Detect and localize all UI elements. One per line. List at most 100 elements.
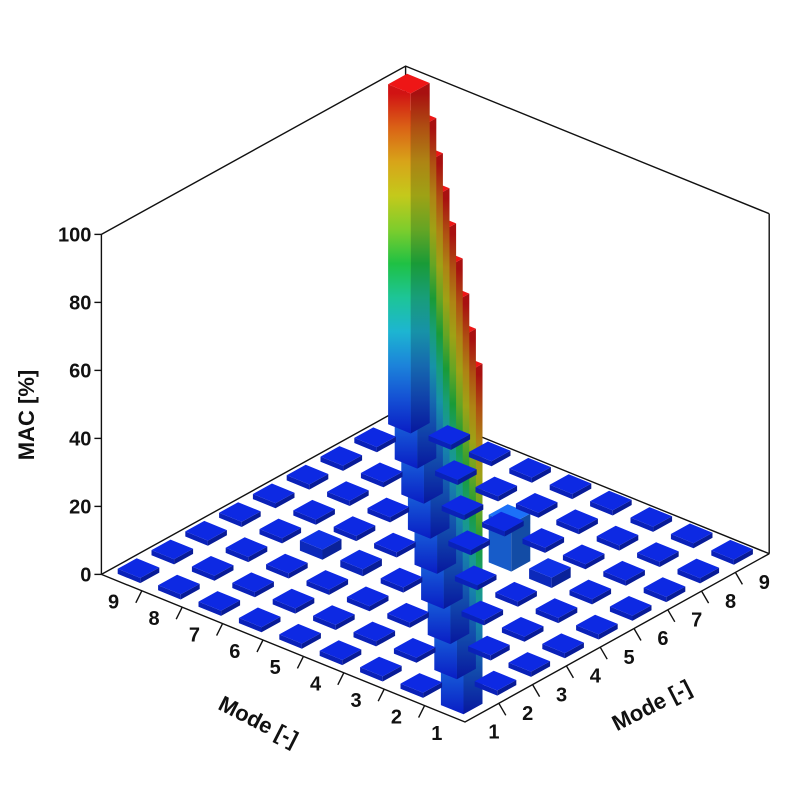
y-tick-label: 3 <box>556 684 567 706</box>
bar-x9-y8 <box>474 670 517 696</box>
bar-face-left <box>313 615 336 630</box>
bar-face-right <box>221 600 241 616</box>
bar-face-right <box>214 565 234 581</box>
z-axis-ticks: 0 20 40 60 80 100 <box>58 224 102 586</box>
bar-face-left <box>299 540 323 560</box>
bar-face-right <box>376 436 396 453</box>
bar-face-top <box>158 574 200 595</box>
bar-x4-y6 <box>340 549 382 577</box>
bar-face-top <box>448 530 490 551</box>
y-tick-mark <box>599 646 608 660</box>
bar-x6-y7 <box>387 602 429 628</box>
bar-face-left <box>428 435 452 450</box>
bar-face-left <box>556 519 579 535</box>
bar-face-top <box>549 474 592 494</box>
bar-face-left <box>320 456 344 471</box>
bar-x5-y1 <box>549 474 592 500</box>
bar-x5-y2 <box>515 493 558 518</box>
bar-face-top <box>191 556 234 576</box>
bar-x6-y2 <box>556 509 598 535</box>
bar-face-right <box>491 450 511 467</box>
bar-face-top <box>272 588 315 609</box>
bar-face-left <box>468 452 492 467</box>
bar-face-right <box>653 516 673 532</box>
x-tick-mark <box>296 656 305 669</box>
bar-face-top <box>354 427 396 448</box>
bar-x7-y4 <box>529 558 571 588</box>
bar-face-top <box>603 560 645 581</box>
bar-face-left <box>279 634 302 649</box>
bar-face-left <box>677 569 701 584</box>
bar-x1-y7 <box>185 520 227 546</box>
bar-x8-y6 <box>501 617 544 642</box>
bar-face-right <box>524 626 544 642</box>
bar-face-right <box>343 455 363 471</box>
bar-face-left <box>643 587 667 603</box>
bar-face-top <box>643 577 686 597</box>
bar-face-right <box>551 567 571 588</box>
bar-face-right <box>416 647 436 663</box>
bar-face-top <box>374 532 416 553</box>
bar-face-left <box>266 564 289 579</box>
bar-face-right <box>282 527 302 544</box>
bar-face-left <box>711 550 734 565</box>
bar-x7-y9 <box>360 656 402 682</box>
bar-face-top <box>286 464 329 485</box>
bar-face-top <box>428 425 471 445</box>
bar-face-top <box>327 481 369 501</box>
bar-face-top <box>556 509 598 530</box>
bar-face-right <box>309 474 329 490</box>
bar-x6-y9 <box>319 640 362 666</box>
bar-face-left <box>333 526 357 542</box>
bar-face-right <box>315 509 335 525</box>
bar-face-right <box>396 541 416 558</box>
bar-face-top <box>238 607 281 628</box>
bar-x5-y8 <box>313 605 355 630</box>
bar-x4-y8 <box>272 588 315 614</box>
bar-face-right <box>558 607 578 624</box>
bar-x5-y4 <box>448 530 490 556</box>
bar-face-right <box>409 612 429 628</box>
x-axis-ticks: 1 2 3 4 5 6 7 8 9 <box>108 590 442 745</box>
bar-x3-y1 <box>468 441 511 467</box>
bar-face-top <box>266 553 308 574</box>
bar-face-top <box>185 520 227 541</box>
bar-x4-y1 <box>509 457 551 483</box>
bar-face-top <box>637 542 679 562</box>
bar-face-right <box>700 567 720 584</box>
bar-face-left <box>191 566 215 581</box>
bar-x2-y5 <box>293 499 335 525</box>
bar-x3-y9 <box>198 591 241 616</box>
z-tick-label: 60 <box>69 360 91 382</box>
bar-face-right <box>659 551 679 567</box>
bar-x7-y6 <box>461 600 504 626</box>
bar-face-left <box>630 517 654 532</box>
bar-face-left <box>475 487 499 502</box>
bar-face-left <box>327 491 350 506</box>
bar-face-top <box>529 558 571 578</box>
chart-bars <box>117 73 753 715</box>
bar-face-top <box>259 518 302 539</box>
bar-face-left <box>367 508 391 523</box>
bar-face-right <box>585 553 605 570</box>
bar-x8-y7 <box>468 635 510 661</box>
bar-face-right <box>484 609 504 626</box>
x-tick-mark <box>417 705 426 718</box>
bar-face-right <box>625 570 645 586</box>
bar-face-top <box>630 507 673 527</box>
bar-face-right <box>295 598 315 614</box>
bar-x9-y7 <box>508 652 551 677</box>
bar-face-top <box>522 528 565 548</box>
bar-face-left <box>637 552 660 567</box>
bar-x8-y2 <box>637 542 679 567</box>
bar-face-left <box>232 582 255 598</box>
bar-x5-y9 <box>279 623 321 649</box>
bar-face-right <box>410 83 430 434</box>
y-tick-label: 9 <box>759 572 770 594</box>
bar-face-left <box>529 568 552 588</box>
bar-x4-y2 <box>475 476 518 502</box>
x-tick-mark <box>215 623 224 636</box>
bar-face-top <box>367 497 410 518</box>
bar-face-right <box>342 649 362 666</box>
bar-face-top <box>542 633 584 654</box>
